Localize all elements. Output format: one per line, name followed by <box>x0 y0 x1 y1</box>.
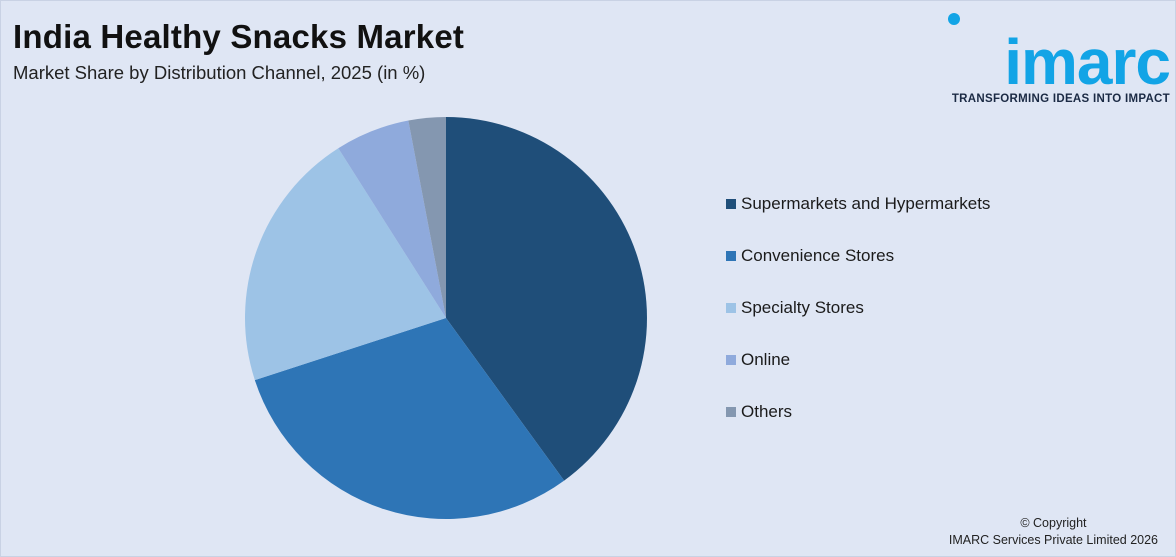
pie-slice-specialty-stores <box>245 148 446 381</box>
legend-swatch <box>726 407 736 417</box>
legend-item-others: Others <box>726 400 990 424</box>
legend-item-online: Online <box>726 348 990 372</box>
pie-slice-convenience-stores <box>254 318 565 519</box>
pie-slice-online <box>338 120 446 318</box>
logo-dot-icon <box>948 13 960 25</box>
copyright-line-2: IMARC Services Private Limited 2026 <box>948 533 1158 547</box>
pie-slice-others <box>408 117 446 318</box>
logo-tagline: TRANSFORMING IDEAS INTO IMPACT <box>951 93 1170 105</box>
legend-label: Convenience Stores <box>741 246 895 265</box>
logo-wordmark: imarc <box>1004 26 1171 98</box>
chart-title: India Healthy Snacks Market <box>13 18 465 55</box>
legend-label: Online <box>741 350 791 369</box>
chart-subtitle: Market Share by Distribution Channel, 20… <box>13 62 426 83</box>
copyright-line-1: © Copyright <box>1020 516 1087 530</box>
pie-slice-supermarkets-and-hypermarkets <box>446 117 647 481</box>
legend-swatch <box>726 199 736 209</box>
imarc-logo: imarc TRANSFORMING IDEAS INTO IMPACT <box>944 12 1171 112</box>
legend-item-supermarkets-and-hypermarkets: Supermarkets and Hypermarkets <box>726 192 990 216</box>
legend-item-convenience-stores: Convenience Stores <box>726 244 990 268</box>
legend-swatch <box>726 251 736 261</box>
legend-label: Others <box>741 402 793 421</box>
legend-swatch <box>726 303 736 313</box>
legend-swatch <box>726 355 736 365</box>
copyright-notice: © Copyright IMARC Services Private Limit… <box>949 515 1158 549</box>
legend-label: Specialty Stores <box>741 298 864 317</box>
legend-label: Supermarkets and Hypermarkets <box>741 194 991 213</box>
chart-legend: Supermarkets and Hypermarkets Convenience… <box>726 192 990 424</box>
legend-item-specialty-stores: Specialty Stores <box>726 296 990 320</box>
